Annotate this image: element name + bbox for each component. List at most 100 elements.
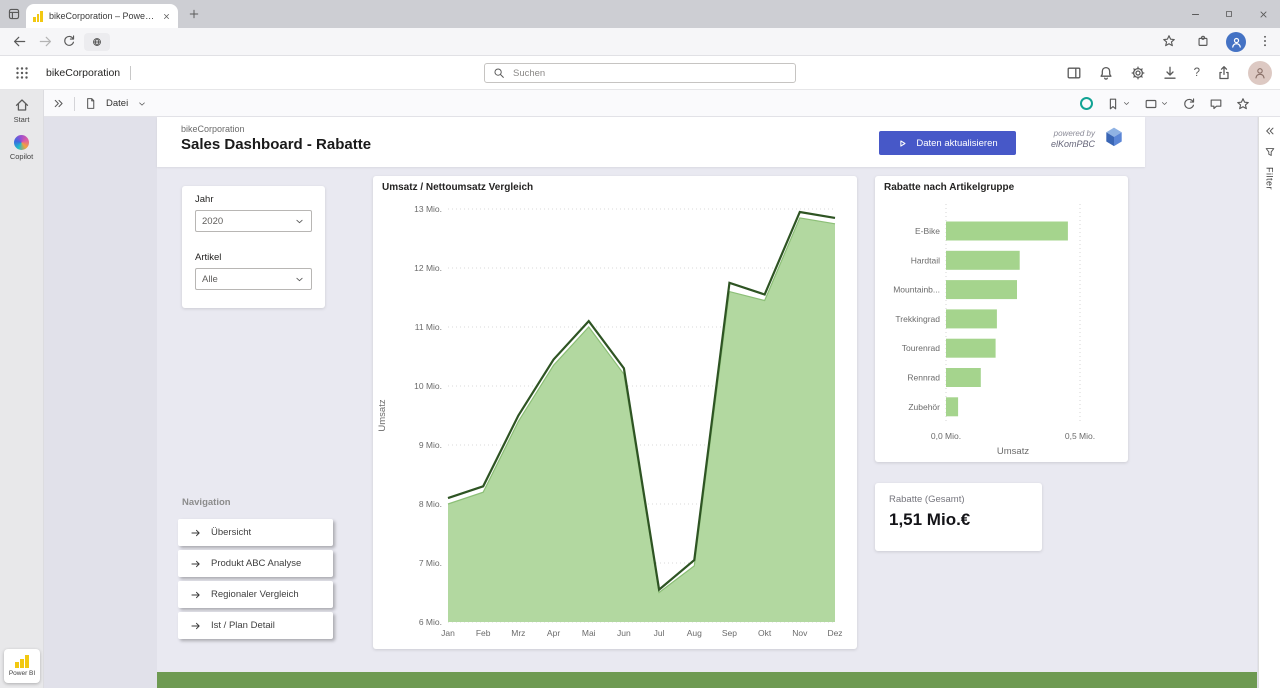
chevron-down-icon [1123,102,1130,105]
comments-icon[interactable] [1209,97,1223,111]
svg-text:6 Mio.: 6 Mio. [419,617,442,627]
refresh-visuals-icon[interactable] [1182,97,1196,111]
svg-text:Tourenrad: Tourenrad [902,343,941,353]
expand-filter-pane-icon[interactable] [1264,125,1276,137]
tab-title: bikeCorporation – Power BI [49,11,157,21]
nav-button-4[interactable]: Ist / Plan Detail [178,612,333,639]
global-search[interactable] [484,63,796,83]
sidebar-toggle-icon[interactable] [1066,65,1082,81]
page-footer-bar [157,672,1257,688]
window-maximize-button[interactable] [1212,0,1246,28]
article-dropdown-value: Alle [202,273,218,285]
nav-button-label: Regionaler Vergleich [211,589,299,600]
back-icon[interactable] [12,34,27,49]
tab-close-icon[interactable] [162,12,171,21]
svg-text:Mountainb...: Mountainb... [893,285,940,295]
kpi-label: Rabatte (Gesamt) [889,494,965,505]
svg-text:Rennrad: Rennrad [907,373,940,383]
window-close-button[interactable] [1246,0,1280,28]
year-dropdown-value: 2020 [202,215,224,227]
chevron-down-icon [296,277,303,281]
report-subtitle: bikeCorporation [181,124,245,134]
filter-pane-label[interactable]: Filter [1264,167,1275,190]
help-icon[interactable]: ? [1193,67,1200,79]
svg-text:0,5 Mio.: 0,5 Mio. [1065,431,1095,441]
copilot-status-icon[interactable] [1080,97,1093,110]
nav-button-label: Produkt ABC Analyse [211,558,302,569]
address-bar-collapsed[interactable] [84,33,110,51]
refresh-data-button[interactable]: Daten aktualisieren [879,131,1016,155]
favorites-star-icon[interactable] [1162,34,1176,48]
nav-item-home[interactable]: Start [0,97,43,124]
svg-text:Okt: Okt [758,628,772,638]
home-icon [15,99,28,111]
svg-text:Mrz: Mrz [511,628,525,638]
svg-text:Zubehör: Zubehör [908,402,940,412]
year-dropdown[interactable]: 2020 [195,210,312,232]
tab-actions-icon[interactable] [7,7,21,21]
app-launcher-icon[interactable] [14,65,30,81]
nav-item-copilot[interactable]: Copilot [0,135,43,161]
kpi-value: 1,51 Mio.€ [889,510,971,529]
settings-gear-icon[interactable] [1130,65,1146,81]
file-menu-chevron-icon[interactable] [137,99,147,109]
nav-button-label: Übersicht [211,527,252,538]
browser-tab[interactable]: bikeCorporation – Power BI [26,4,178,28]
funnel-icon [1264,146,1276,158]
view-icon [1145,99,1157,108]
share-icon[interactable] [1216,65,1232,81]
area-chart-title: Umsatz / Nettoumsatz Vergleich [382,182,534,193]
account-avatar[interactable] [1248,61,1272,85]
svg-text:Jun: Jun [617,628,631,638]
view-menu[interactable] [1144,97,1169,111]
search-input[interactable] [511,66,787,80]
svg-text:13 Mio.: 13 Mio. [414,204,442,214]
svg-text:12 Mio.: 12 Mio. [414,263,442,273]
slicer-card: Jahr 2020 Artikel Alle [182,186,325,308]
elkom-cube-icon [1106,127,1122,147]
bookmark-icon [1109,98,1117,109]
svg-text:Hardtail: Hardtail [911,255,940,265]
extensions-icon[interactable] [1196,34,1210,48]
download-icon[interactable] [1162,65,1178,81]
new-tab-icon[interactable] [188,8,200,20]
powerbi-app-badge[interactable]: Power BI [4,649,40,683]
copilot-icon [14,135,29,150]
window-minimize-button[interactable] [1178,0,1212,28]
svg-text:Sep: Sep [722,628,737,638]
nav-button-3[interactable]: Regionaler Vergleich [178,581,333,608]
svg-text:Jul: Jul [654,628,665,638]
toolbar-divider [74,96,75,111]
arrow-right-icon [191,529,200,536]
nav-button-1[interactable]: Übersicht [178,519,333,546]
bookmarks-menu[interactable] [1106,97,1131,111]
svg-text:Jan: Jan [441,628,455,638]
powered-by-brand: elKomPBC [1050,139,1095,149]
svg-text:Trekkingrad: Trekkingrad [895,314,940,324]
browser-menu-icon[interactable] [1258,34,1272,48]
reload-icon[interactable] [62,34,76,48]
play-icon [900,139,906,147]
filter-pane-collapsed: Filter [1258,117,1280,688]
svg-text:E-Bike: E-Bike [915,226,940,236]
svg-text:Apr: Apr [547,628,560,638]
svg-text:Aug: Aug [687,628,702,638]
svg-text:11 Mio.: 11 Mio. [415,322,442,332]
area-chart: 6 Mio. 7 Mio. 8 Mio. 9 Mio. 10 Mio. 11 Mio. 12… [377,204,843,638]
report-canvas: bikeCorporation Sales Dashboard - Rabatt… [44,117,1258,688]
expand-nav-icon[interactable] [52,97,65,110]
svg-text:Umsatz: Umsatz [997,446,1029,457]
notifications-icon[interactable] [1098,65,1114,81]
chevron-down-icon [1161,102,1168,105]
report-action-bar: Datei [0,90,1280,117]
file-menu[interactable]: Datei [106,98,129,109]
nav-button-2[interactable]: Produkt ABC Analyse [178,550,333,577]
favorite-report-icon[interactable] [1236,97,1250,111]
article-slicer-label: Artikel [195,252,222,263]
browser-profile-avatar[interactable] [1226,32,1246,52]
search-icon [494,68,504,78]
forward-icon[interactable] [38,34,53,49]
svg-text:Umsatz: Umsatz [377,399,388,431]
app-brand[interactable]: bikeCorporation [46,67,121,79]
article-dropdown[interactable]: Alle [195,268,312,290]
